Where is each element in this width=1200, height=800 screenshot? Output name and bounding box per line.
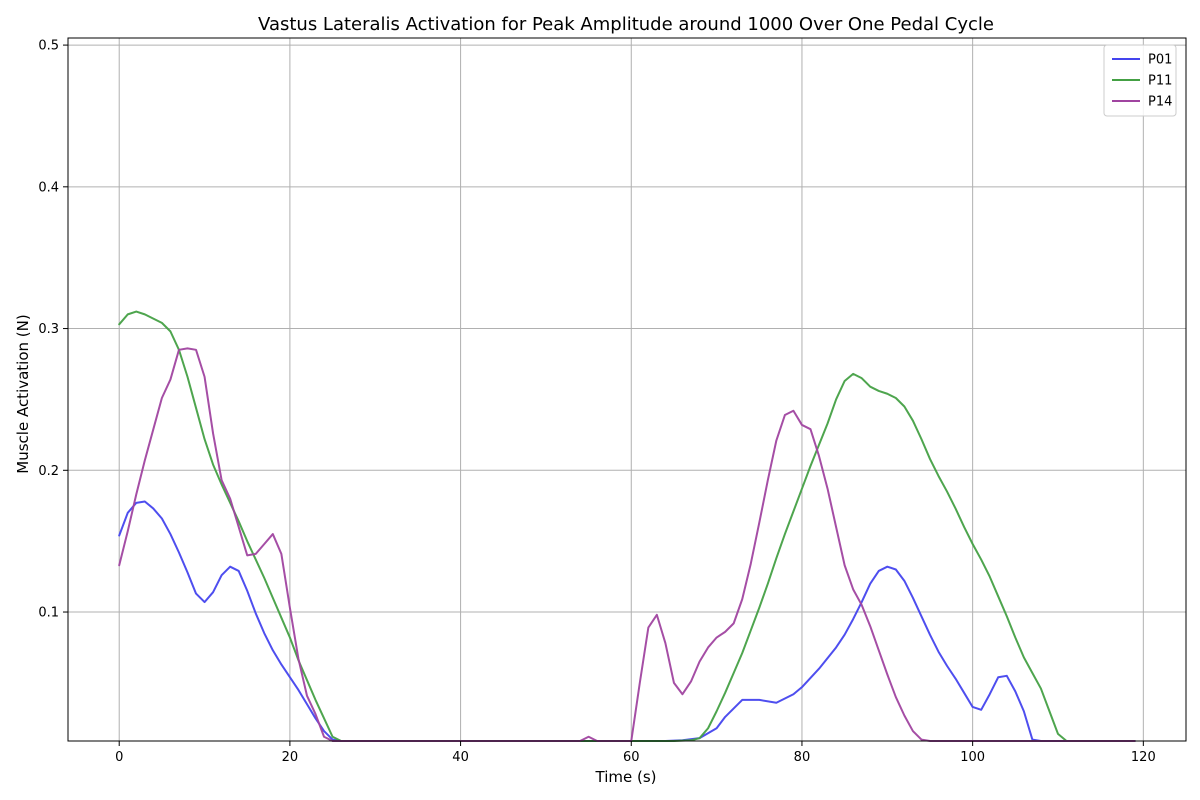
x-tick-label: 20: [282, 750, 299, 765]
x-tick-label: 100: [960, 750, 985, 765]
series-line-p11: [118, 310, 1136, 742]
plot-frame: [67, 37, 1187, 742]
y-tick-label: 0.4: [38, 180, 59, 195]
y-axis-label: Muscle Activation (N): [14, 314, 32, 473]
legend-label-p14: P14: [1148, 95, 1172, 110]
legend: P01 P11 P14: [1103, 44, 1177, 117]
x-axis-ticks: 0 20 40 60 80 100 120: [115, 741, 1156, 765]
x-tick-label: 60: [623, 750, 640, 765]
x-tick-label: 80: [794, 750, 811, 765]
x-tick-label: 0: [115, 750, 123, 765]
legend-label-p11: P11: [1148, 74, 1172, 89]
y-tick-label: 0.2: [38, 464, 59, 479]
x-tick-label: 40: [452, 750, 469, 765]
series-lines: [118, 310, 1136, 742]
chart-title: Vastus Lateralis Activation for Peak Amp…: [258, 14, 994, 35]
x-tick-label: 120: [1131, 750, 1156, 765]
series-line-p01: [118, 500, 1136, 742]
y-tick-label: 0.3: [38, 322, 59, 337]
grid: [68, 38, 1186, 741]
legend-label-p01: P01: [1148, 53, 1172, 68]
y-axis-ticks: 0.1 0.2 0.3 0.4 0.5: [38, 39, 68, 621]
y-tick-label: 0.1: [38, 606, 59, 621]
series-line-p14: [118, 347, 1136, 742]
x-axis-label: Time (s): [595, 768, 657, 786]
y-tick-label: 0.5: [38, 39, 59, 54]
